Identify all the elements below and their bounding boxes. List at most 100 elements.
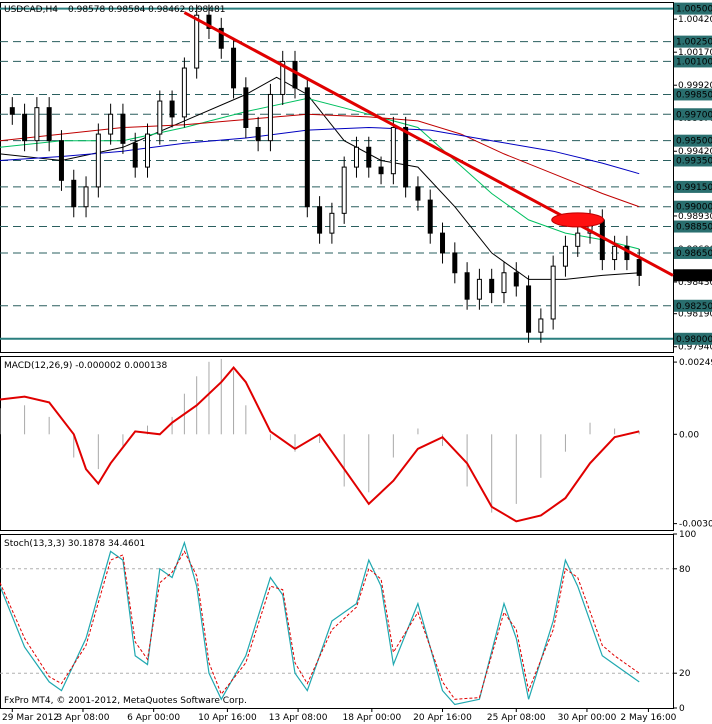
level-label: 0.99150	[676, 183, 712, 193]
x-tick-label: 30 Apr 00:00	[558, 713, 617, 723]
candle-body	[71, 179, 77, 208]
level-label-box	[674, 299, 712, 312]
y-tick-label: 0.99920	[678, 81, 712, 91]
y-tick-label: 0.99420	[678, 147, 712, 157]
x-tick-label: 20 Apr 16:00	[413, 713, 472, 723]
level-label: 0.99500	[676, 137, 712, 147]
candle-body	[317, 206, 323, 234]
level-label-box	[674, 134, 712, 147]
candle-body	[550, 265, 556, 320]
level-label: 1.00100	[676, 57, 712, 67]
candle-body	[440, 232, 446, 254]
macd-y-tick-label: -0.00308	[679, 520, 712, 530]
candle-body	[390, 126, 396, 175]
y-tick-label: 0.98190	[678, 310, 712, 320]
x-tick-label: 25 Apr 08:00	[487, 713, 546, 723]
candle-body	[476, 278, 482, 300]
candle-body	[95, 133, 101, 188]
candle-body	[145, 133, 151, 168]
stoch-y-tick-label: 80	[679, 565, 691, 575]
candle-body	[181, 67, 187, 118]
candle-body	[120, 113, 126, 144]
y-tick-label: 1.00420	[678, 15, 712, 25]
candle-body	[452, 252, 458, 274]
candle-body	[34, 107, 40, 142]
level-label: 1.00500	[676, 5, 712, 15]
stoch-y-tick-label: 0	[679, 704, 685, 714]
candle-body	[58, 140, 64, 181]
candle-body	[366, 146, 372, 168]
level-label-box	[674, 35, 712, 48]
x-tick-label: 6 Apr 00:00	[127, 713, 180, 723]
candle-body	[636, 259, 642, 276]
candle-body	[415, 186, 421, 201]
pane-stoch	[0, 534, 674, 709]
x-tick-label: 3 Apr 08:00	[56, 713, 109, 723]
trendline	[183, 11, 674, 277]
candle-body	[22, 113, 28, 142]
x-tick-label: 18 Apr 00:00	[342, 713, 401, 723]
level-label-box	[674, 55, 712, 68]
candle-body	[243, 87, 249, 128]
current-price-box	[674, 269, 712, 282]
current-price-label: 0.98481	[676, 271, 712, 281]
candle-body	[157, 100, 163, 135]
candle-body	[292, 60, 298, 89]
stoch-signal-line	[0, 550, 640, 700]
candle-body	[427, 199, 433, 234]
candle-body	[378, 166, 384, 175]
y-tick-label: 0.98430	[678, 278, 712, 288]
candle-body	[575, 232, 581, 247]
candle-body	[353, 146, 359, 168]
level-label-box	[674, 200, 712, 213]
x-tick-label: 10 Apr 16:00	[198, 713, 257, 723]
moving-average	[0, 126, 640, 175]
level-label-box	[674, 2, 712, 15]
y-tick-label: 0.98930	[678, 212, 712, 222]
footer-copyright: FxPro MT4, © 2001-2012, MetaQuotes Softw…	[4, 696, 247, 706]
level-label: 0.99850	[676, 90, 712, 100]
level-label-box	[674, 154, 712, 167]
candle-body	[194, 14, 200, 69]
macd-y-tick-label: 0.00249	[679, 358, 712, 368]
stoch-y-tick-label: 100	[679, 530, 696, 540]
ohlc-values: 0.98578 0.98584 0.98462 0.98481	[68, 5, 225, 15]
level-label-box	[674, 332, 712, 345]
level-label: 0.99000	[676, 203, 712, 213]
level-label: 1.00250	[676, 38, 712, 48]
candle-body	[231, 47, 237, 89]
x-tick-label: 13 Apr 08:00	[269, 713, 328, 723]
candle-body	[612, 245, 618, 261]
level-label: 0.98000	[676, 335, 712, 345]
level-label-box	[674, 108, 712, 121]
level-label: 0.98250	[676, 302, 712, 312]
candle-body	[489, 278, 495, 294]
candle-body	[562, 245, 568, 267]
candle-body	[46, 107, 52, 142]
level-label: 0.98850	[676, 223, 712, 233]
macd-y-tick-label: 0.00	[679, 430, 699, 440]
candle-body	[538, 318, 544, 333]
candle-body	[255, 126, 261, 142]
candle-body	[329, 212, 335, 234]
candle-body	[206, 14, 212, 29]
candle-body	[280, 60, 286, 95]
candle-body	[267, 93, 273, 142]
y-tick-label: 0.97940	[678, 343, 712, 353]
level-label: 0.98650	[676, 249, 712, 259]
stoch-y-tick-label: 20	[679, 669, 691, 679]
candle-body	[83, 186, 89, 208]
level-label: 0.99350	[676, 156, 712, 166]
highlight-ellipse	[551, 212, 605, 228]
candle-body	[108, 113, 114, 135]
stoch-label: Stoch(13,3,3) 30.1878 34.4601	[4, 539, 145, 549]
candle-body	[132, 142, 138, 168]
candle-body	[341, 166, 347, 214]
level-label-box	[674, 220, 712, 233]
stoch-main-line	[0, 540, 640, 706]
level-label-box	[674, 180, 712, 193]
level-label-box	[674, 246, 712, 259]
candle-body	[526, 285, 532, 333]
candle-body	[9, 107, 15, 115]
